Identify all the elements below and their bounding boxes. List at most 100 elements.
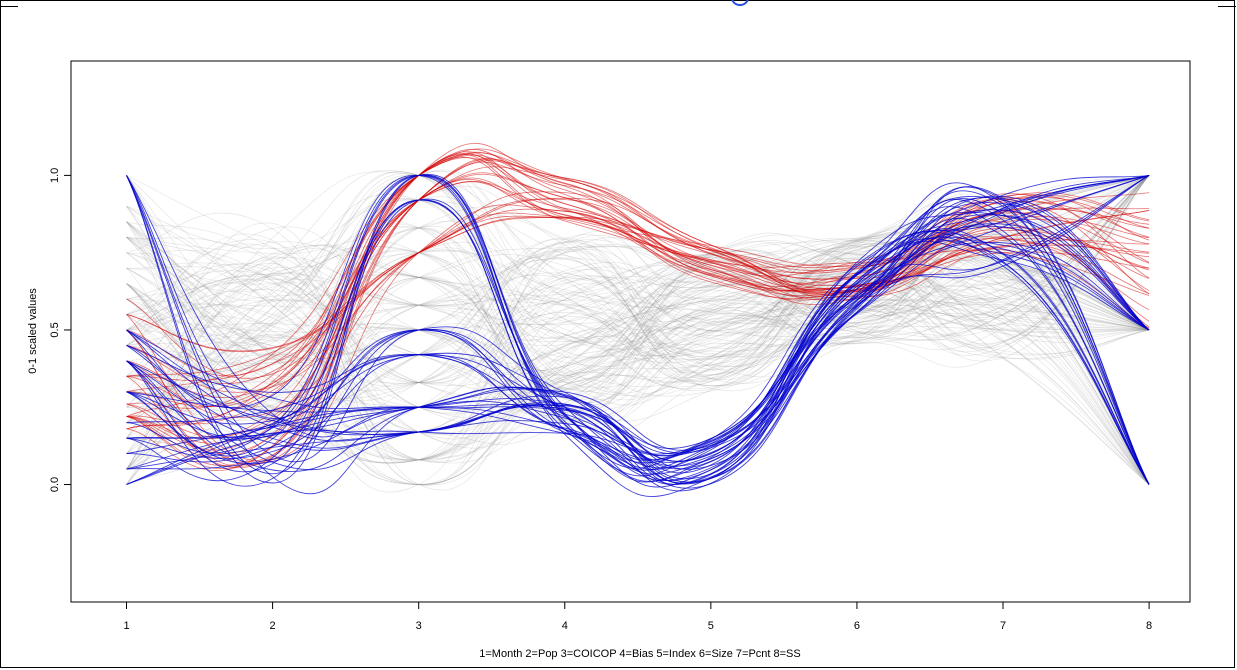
series-line-1-23 (126, 153, 1150, 467)
series-line-0-67 (126, 175, 1150, 406)
series-line-0-85 (126, 236, 1150, 419)
series-line-2-22 (126, 175, 1150, 497)
series-line-0-8 (126, 268, 1150, 376)
series-line-1-19 (126, 216, 1150, 352)
series-line-0-51 (126, 175, 1150, 485)
series-line-1-16 (126, 166, 1150, 379)
series-line-0-135 (126, 175, 1150, 423)
series-line-0-29 (126, 236, 1150, 485)
series-line-0-23 (126, 206, 1150, 436)
y-axis-label: 0-1 scaled values (27, 288, 39, 374)
x-axis-label: 1=Month 2=Pop 3=COICOP 4=Bias 5=Index 6=… (479, 648, 800, 660)
series-line-0-69 (126, 175, 1150, 439)
series-line-0-75 (126, 175, 1150, 360)
series-line-2-34 (126, 228, 1150, 492)
series-line-0-44 (126, 212, 1150, 485)
series-line-0-130 (126, 175, 1150, 485)
series-line-0-71 (126, 175, 1150, 486)
series-line-1-11 (126, 172, 1150, 425)
page-rule-left (0, 6, 18, 7)
x-tick-label: 5 (708, 620, 714, 632)
series-line-2-29 (126, 231, 1150, 474)
series-line-2-19 (126, 229, 1150, 485)
x-tick-label: 4 (562, 620, 568, 632)
series-line-0-53 (126, 175, 1150, 425)
series-line-2-32 (126, 174, 1150, 488)
series-line-0-102 (126, 277, 1150, 393)
series-line-0-70 (126, 250, 1150, 485)
y-axis: 0.0 0.5 1.0 (49, 168, 72, 492)
series-line-0-59 (126, 262, 1150, 399)
y-tick-label: 0.0 (49, 477, 61, 492)
series-line-0-155 (126, 170, 1150, 391)
series-line-0-101 (126, 253, 1150, 485)
series-line-0-137 (126, 245, 1150, 485)
series-line-2-18 (126, 174, 1150, 449)
series-line-0-118 (126, 175, 1150, 445)
series-line-0-95 (126, 221, 1150, 485)
series-line-0-5 (126, 226, 1150, 470)
series-line-0-36 (126, 175, 1150, 439)
series-line-0-46 (126, 175, 1150, 383)
series-line-0-156 (126, 171, 1150, 485)
series-line-0-73 (126, 175, 1150, 420)
series-line-2-36 (126, 199, 1150, 482)
series-line-1-12 (126, 173, 1150, 398)
series-line-0-13 (126, 175, 1150, 423)
series-line-1-20 (126, 208, 1150, 382)
series-line-2-31 (126, 240, 1150, 485)
series-line-0-159 (126, 171, 1150, 485)
series-line-0-47 (126, 268, 1150, 409)
series-line-1-24 (126, 152, 1150, 417)
series-line-0-128 (126, 243, 1150, 415)
series-line-0-98 (126, 175, 1150, 355)
x-axis: 1 2 3 4 5 6 7 8 (123, 601, 1152, 632)
x-tick-label: 6 (854, 620, 860, 632)
y-tick-label: 1.0 (49, 168, 61, 183)
series-line-0-65 (126, 248, 1150, 470)
series-line-0-113 (126, 239, 1150, 485)
series-line-0-94 (126, 175, 1150, 372)
series-line-0-74 (126, 197, 1150, 485)
series-line-0-125 (126, 175, 1150, 454)
series-line-0-61 (126, 226, 1150, 485)
series-line-1-28 (126, 191, 1150, 430)
series-line-1-31 (126, 192, 1150, 393)
series-line-0-21 (126, 231, 1150, 441)
series-line-0-12 (126, 175, 1150, 485)
series-line-0-55 (126, 272, 1150, 470)
series-line-2-16 (126, 240, 1150, 485)
series-line-0-84 (126, 245, 1150, 485)
series-line-0-28 (126, 175, 1150, 448)
series-line-2-21 (126, 175, 1150, 494)
series-line-1-25 (126, 151, 1150, 470)
series-line-0-136 (126, 232, 1150, 388)
series-line-0-66 (126, 237, 1150, 339)
series-line-0-16 (126, 294, 1150, 355)
series-line-0-157 (126, 175, 1150, 485)
series-line-2-33 (126, 174, 1150, 483)
y-tick-label: 0.5 (49, 322, 61, 337)
series-line-1-7 (126, 148, 1150, 430)
series-line-0-93 (126, 239, 1150, 424)
series-line-2-35 (126, 175, 1150, 475)
x-tick-label: 7 (1000, 620, 1006, 632)
series-line-0-68 (126, 280, 1150, 485)
x-tick-label: 1 (123, 620, 129, 632)
x-tick-label: 8 (1146, 620, 1152, 632)
series-line-0-129 (126, 241, 1150, 382)
series-line-0-107 (126, 175, 1150, 435)
series-line-0-89 (126, 221, 1150, 434)
series-line-0-108 (126, 175, 1150, 436)
series-line-0-111 (126, 253, 1150, 454)
series-lines (126, 143, 1150, 497)
series-line-0-147 (126, 175, 1150, 346)
series-line-2-30 (126, 202, 1150, 482)
page-rule-right (1218, 6, 1236, 7)
series-line-2-37 (126, 174, 1150, 489)
series-line-0-81 (126, 252, 1150, 485)
series-line-0-146 (126, 256, 1150, 485)
series-line-0-154 (126, 196, 1150, 485)
series-line-0-158 (126, 173, 1150, 485)
